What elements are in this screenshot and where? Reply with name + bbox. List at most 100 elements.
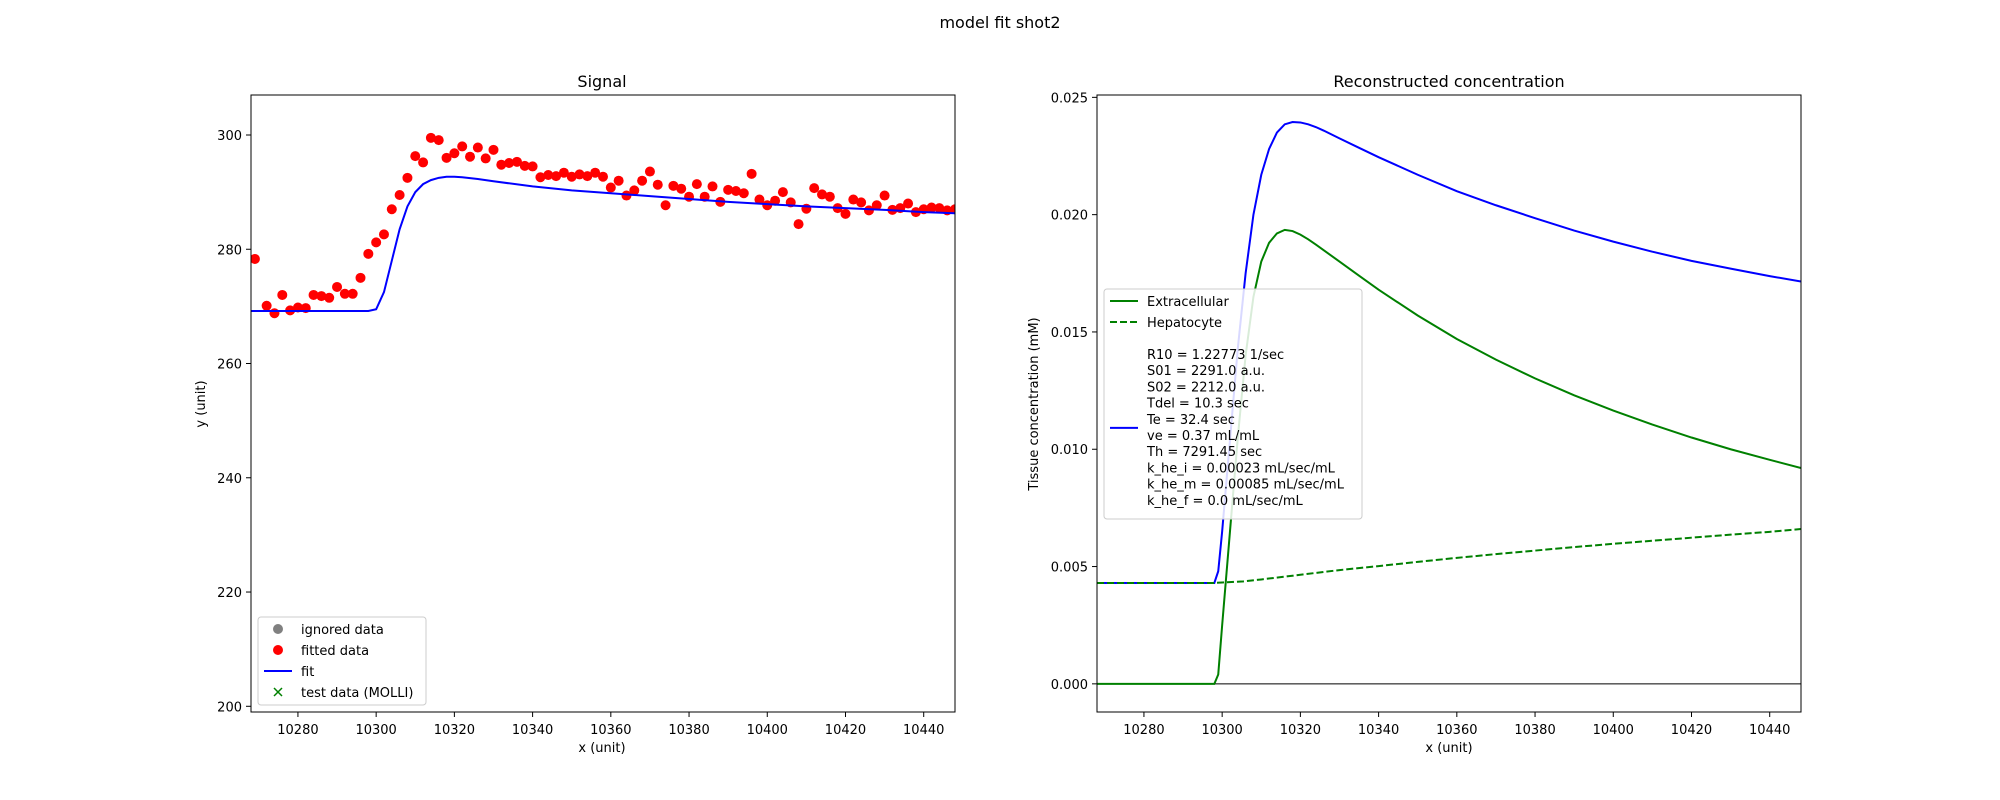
concentration-param-text: S01 = 2291.0 a.u. — [1147, 364, 1265, 379]
signal-data-point — [441, 152, 452, 163]
concentration-x-tick-label: 10300 — [1201, 723, 1242, 738]
signal-x-tick-label: 10420 — [825, 723, 866, 738]
concentration-y-tick-label: 0.000 — [1051, 678, 1088, 693]
signal-plot-background — [251, 95, 955, 712]
signal-data-point — [926, 202, 937, 213]
signal-data-point — [676, 183, 687, 194]
concentration-param-text: Te = 32.4 sec — [1146, 413, 1235, 428]
concentration-param-text: S02 = 2212.0 a.u. — [1147, 380, 1265, 395]
signal-data-point — [574, 169, 585, 180]
signal-data-point — [723, 184, 734, 195]
signal-legend-label: fit — [301, 665, 314, 680]
signal-data-point — [410, 151, 421, 162]
signal-data-point — [950, 204, 955, 215]
concentration-series-line-0 — [1097, 120, 1801, 584]
concentration-legend-box — [1103, 288, 1363, 520]
signal-y-tick-label: 300 — [217, 129, 242, 144]
signal-data-point — [511, 156, 522, 167]
signal-data-point — [793, 219, 804, 230]
signal-data-point — [551, 171, 562, 182]
signal-data-point — [433, 135, 444, 146]
concentration-x-tick-label: 10360 — [1436, 723, 1477, 738]
signal-data-point — [613, 175, 624, 186]
concentration-panel: Reconstructed concentration 10280 10300 10… — [1027, 72, 1802, 756]
signal-legend-marker-dot — [273, 624, 283, 634]
concentration-x-tick-label: 10420 — [1671, 723, 1712, 738]
concentration-data — [1097, 120, 1801, 685]
signal-data-point — [605, 182, 616, 193]
signal-data-point — [347, 288, 358, 299]
concentration-series-line-2 — [1097, 528, 1801, 584]
signal-legend-label: test data (MOLLI) — [301, 686, 413, 701]
signal-y-tick-label: 200 — [217, 700, 242, 715]
concentration-param-text: Th = 7291.45 sec — [1146, 445, 1262, 460]
signal-data-point — [543, 169, 554, 180]
signal-x-tick-label: 10440 — [903, 723, 944, 738]
signal-series-line-1 — [251, 175, 955, 312]
concentration-legend-label: Hepatocyte — [1147, 316, 1222, 331]
signal-data-point — [527, 161, 538, 172]
signal-data-point — [856, 197, 867, 208]
signal-data-point — [730, 185, 741, 196]
concentration-param-text: Tdel = 10.3 sec — [1146, 397, 1249, 412]
signal-data-point — [418, 157, 429, 168]
concentration-legend: Extracellular Hepatocyte R10 = 1.22773 1/s… — [1103, 288, 1363, 520]
signal-legend-label: ignored data — [301, 623, 384, 638]
signal-x-tick-label: 10300 — [355, 723, 396, 738]
signal-y-tick-label: 220 — [217, 586, 242, 601]
signal-data-point — [480, 153, 491, 164]
signal-data-point — [277, 289, 288, 300]
signal-data-point — [355, 272, 366, 283]
signal-data-point — [316, 291, 327, 302]
signal-title: Signal — [577, 72, 626, 91]
signal-data-point — [371, 237, 382, 248]
signal-data-point — [363, 248, 374, 259]
signal-data-point — [777, 187, 788, 198]
signal-x-tick-label: 10340 — [512, 723, 553, 738]
signal-data-point — [269, 308, 280, 319]
signal-data-point — [488, 144, 499, 155]
concentration-y-tick-label: 0.005 — [1051, 561, 1088, 576]
signal-data-point — [863, 205, 874, 216]
concentration-param-text: k_he_m = 0.00085 mL/sec/mL — [1147, 478, 1345, 493]
concentration-param-text: k_he_f = 0.0 mL/sec/mL — [1147, 494, 1304, 509]
concentration-x-tick-label: 10400 — [1593, 723, 1634, 738]
signal-y-tick-label: 240 — [217, 472, 242, 487]
signal-y-label: y (unit) — [194, 380, 209, 427]
signal-data-point — [934, 203, 945, 214]
signal-legend-marker-x — [273, 687, 283, 697]
signal-data-point — [519, 160, 530, 171]
signal-data-point — [504, 157, 515, 168]
signal-data-point — [903, 198, 914, 209]
signal-x-label: x (unit) — [578, 741, 625, 756]
concentration-title: Reconstructed concentration — [1333, 72, 1564, 91]
signal-data-point — [566, 171, 577, 182]
concentration-x-tick-label: 10440 — [1749, 723, 1790, 738]
signal-x-tick-label: 10280 — [277, 723, 318, 738]
signal-legend: ignored data fitted data fit test data (MOL… — [257, 616, 427, 706]
signal-data-point — [465, 151, 476, 162]
concentration-y-tick-label: 0.025 — [1051, 91, 1088, 106]
signal-data-point — [817, 189, 828, 200]
signal-data-point — [637, 175, 648, 186]
signal-data-point — [590, 167, 601, 178]
concentration-x-tick-label: 10340 — [1358, 723, 1399, 738]
signal-data-point — [598, 171, 608, 182]
concentration-param-text: ve = 0.37 mL/mL — [1147, 429, 1260, 444]
signal-data-point — [582, 171, 593, 182]
signal-data-point — [738, 188, 749, 199]
signal-data-point — [425, 132, 436, 143]
signal-data-point — [558, 167, 569, 178]
signal-data-point — [660, 200, 671, 211]
signal-data-point — [762, 200, 773, 211]
signal-data-point — [332, 281, 343, 292]
signal-data-point — [386, 204, 397, 215]
signal-data-point — [707, 181, 718, 192]
concentration-y-tick-label: 0.020 — [1051, 209, 1088, 224]
signal-x-tick-label: 10360 — [590, 723, 631, 738]
signal-data-point — [668, 180, 679, 191]
signal-data-point — [754, 194, 765, 205]
signal-data-point — [801, 203, 812, 214]
concentration-y-tick-label: 0.010 — [1051, 443, 1088, 458]
